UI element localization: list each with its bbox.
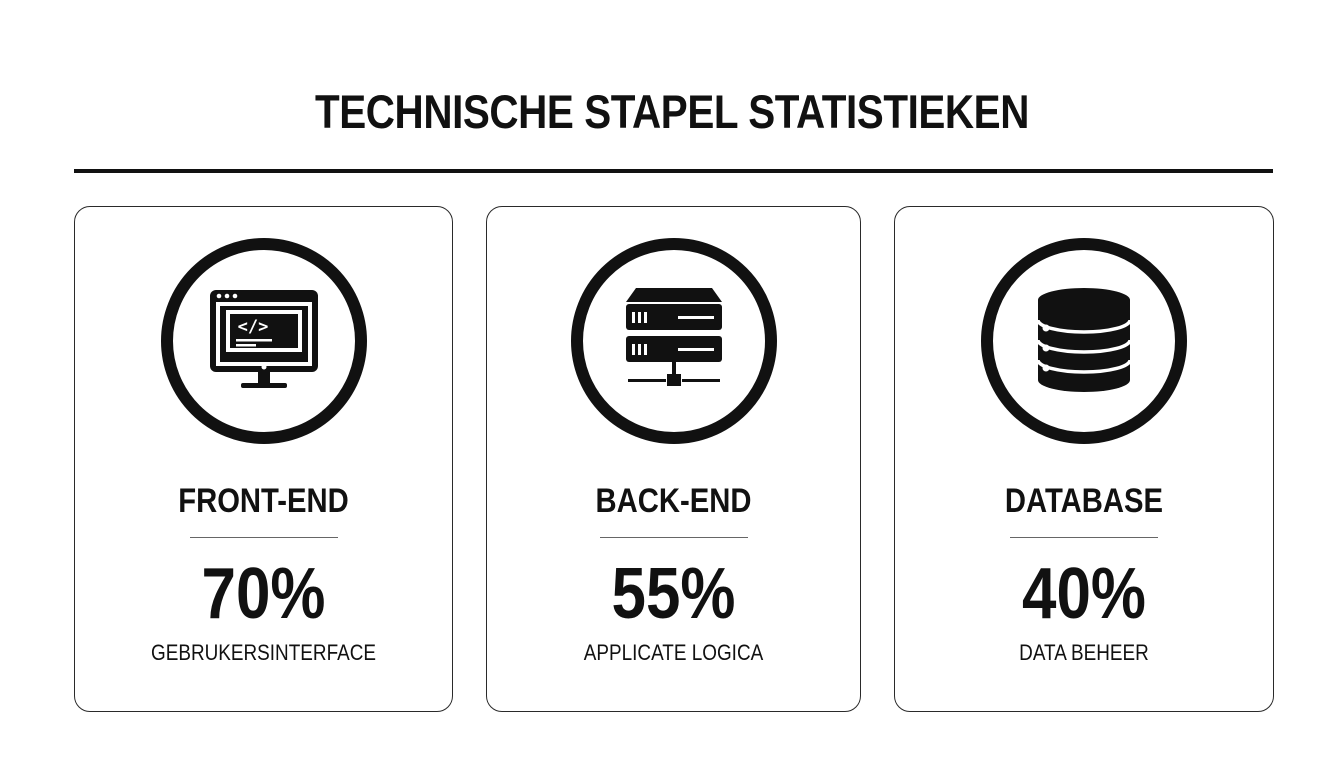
card-percentage: 40%	[1022, 554, 1146, 634]
title-divider	[74, 169, 1273, 173]
stat-card-back-end: BACK-END 55% APPLICATE LOGICA	[486, 206, 861, 712]
code-monitor-icon: </>	[209, 290, 318, 388]
database-icon	[1036, 288, 1132, 392]
card-divider	[189, 537, 338, 538]
card-caption: APPLICATE LOGICA	[583, 640, 764, 665]
svg-text:</>: </>	[237, 317, 268, 337]
stat-card-database: DATABASE 40% DATA BEHEER	[894, 206, 1274, 712]
page-title: TECHNISCHE STAPEL STATISTIEKEN	[315, 85, 1029, 138]
stat-card-front-end: </> FRONT-END 70% GEBRUKERSINTERFACE	[74, 206, 453, 712]
card-caption: GEBRUKERSINTERFACE	[151, 640, 376, 665]
card-caption: DATA BEHEER	[1019, 640, 1149, 665]
icon-ring	[981, 238, 1187, 444]
card-percentage: 70%	[201, 554, 326, 634]
icon-ring	[570, 238, 777, 444]
card-label: BACK-END	[595, 482, 752, 520]
server-rack-icon	[625, 288, 722, 386]
card-label: DATABASE	[1004, 482, 1164, 520]
card-divider	[1010, 537, 1158, 538]
card-label: FRONT-END	[178, 482, 349, 520]
icon-ring: </>	[160, 238, 367, 444]
card-divider	[599, 537, 748, 538]
card-percentage: 55%	[611, 554, 736, 634]
